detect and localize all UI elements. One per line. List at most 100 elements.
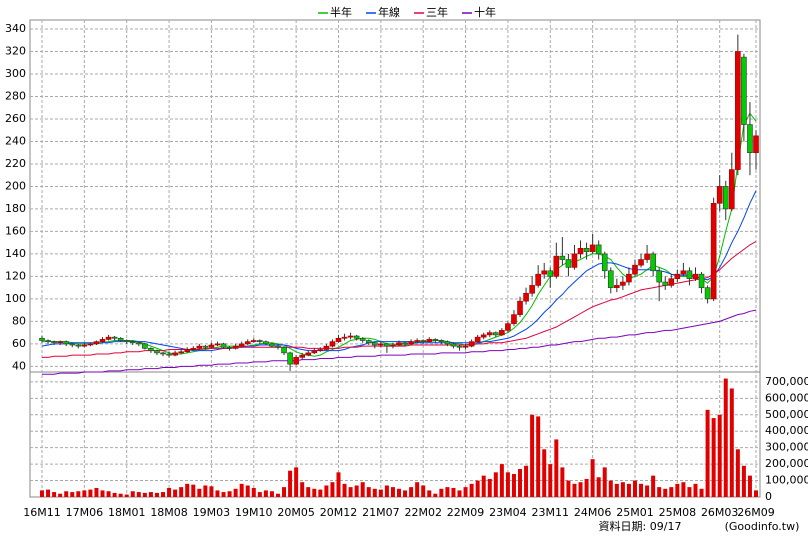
candle-body xyxy=(620,281,626,286)
volume-bar xyxy=(173,489,178,497)
volume-bar xyxy=(439,488,444,497)
y2-tick-label: 100,000 xyxy=(765,474,808,487)
x-tick-label: 20M05 xyxy=(277,506,315,519)
volume-bar xyxy=(626,483,631,497)
volume-bar xyxy=(209,486,214,497)
volume-bar xyxy=(348,487,353,497)
volume-bar xyxy=(729,388,734,497)
candle-body xyxy=(287,352,293,365)
candle-body xyxy=(753,135,759,154)
y-tick-label: 200 xyxy=(5,179,26,192)
candle-body xyxy=(263,341,269,345)
volume-bar xyxy=(52,492,57,497)
candle-body xyxy=(353,335,360,339)
volume-bar xyxy=(669,487,674,497)
volume-bar xyxy=(445,487,450,497)
volume-bar xyxy=(58,493,63,497)
candle-body xyxy=(595,244,602,255)
candle-body xyxy=(51,341,57,344)
volume-bar xyxy=(693,483,698,497)
candle-body xyxy=(680,270,687,275)
candle-body xyxy=(420,340,427,342)
candle-body xyxy=(589,244,596,252)
candle-body xyxy=(662,281,669,286)
volume-bar xyxy=(415,482,420,497)
volume-bar xyxy=(711,418,716,497)
legend-label: 年線 xyxy=(378,5,400,19)
y2-tick-label: 600,000 xyxy=(765,391,808,404)
candle-body xyxy=(81,344,88,347)
candle-body xyxy=(359,337,366,341)
volume-bar xyxy=(76,491,81,497)
y-tick-label: 180 xyxy=(5,202,26,215)
candle-body xyxy=(541,270,548,275)
candle-body xyxy=(432,339,439,341)
volume-bar xyxy=(233,488,238,497)
candle-body xyxy=(692,273,699,279)
volume-bar xyxy=(100,490,105,497)
volume-bar xyxy=(336,472,341,497)
candle-body xyxy=(741,56,747,125)
candle-body xyxy=(142,343,148,349)
volume-bar xyxy=(590,459,595,497)
x-tick-label: 19M10 xyxy=(235,506,273,519)
candle-body xyxy=(396,342,402,346)
candle-body xyxy=(202,345,209,348)
candle-body xyxy=(644,253,650,260)
x-tick-label: 26M09 xyxy=(737,506,775,519)
candle-body xyxy=(305,352,312,356)
y-tick-label: 220 xyxy=(5,157,26,170)
candle-body xyxy=(710,203,717,300)
volume-bar xyxy=(251,487,256,497)
volume-bar xyxy=(324,485,329,497)
volume-bar xyxy=(469,483,474,497)
candle-body xyxy=(93,341,100,345)
candle-body xyxy=(208,344,215,348)
candle-body xyxy=(269,343,275,347)
candle-body xyxy=(172,352,178,356)
y-tick-label: 40 xyxy=(12,359,26,372)
candle-body xyxy=(698,273,705,288)
volume-bar xyxy=(124,494,129,497)
candle-body xyxy=(505,323,511,331)
x-tick-label: 18M08 xyxy=(150,506,188,519)
candle-body xyxy=(450,343,457,347)
candle-body xyxy=(123,340,130,342)
volume-bar xyxy=(148,492,153,497)
volume-bar xyxy=(663,488,668,497)
candle-body xyxy=(493,332,499,336)
volume-bar xyxy=(699,488,704,497)
candle-body xyxy=(577,247,584,255)
volume-bar xyxy=(318,489,323,497)
volume-bar xyxy=(372,488,377,497)
volume-bar xyxy=(203,485,208,497)
candle-body xyxy=(311,350,318,354)
x-tick-label: 25M01 xyxy=(616,506,654,519)
volume-bar xyxy=(130,491,135,497)
candle-body xyxy=(722,186,729,210)
volume-bar xyxy=(560,467,565,497)
candle-body xyxy=(378,343,384,346)
volume-bar xyxy=(294,467,299,497)
volume-bar xyxy=(94,487,99,497)
candle-body xyxy=(323,345,330,350)
volume-bar xyxy=(518,469,523,497)
candle-body xyxy=(178,351,184,354)
candle-body xyxy=(57,341,63,344)
volume-bar xyxy=(409,487,414,497)
candle-body xyxy=(329,341,336,347)
volume-bar xyxy=(463,487,468,497)
volume-bar xyxy=(64,491,69,497)
volume-bar xyxy=(548,464,553,497)
volume-bar xyxy=(596,477,601,497)
volume-bar xyxy=(566,480,571,497)
x-tick-label: 26M03 xyxy=(701,506,739,519)
volume-bar xyxy=(723,378,728,497)
volume-bar xyxy=(245,485,250,497)
volume-bar xyxy=(282,487,287,497)
volume-bar xyxy=(136,492,141,497)
candle-body xyxy=(136,342,142,345)
volume-bar xyxy=(288,470,293,497)
x-tick-label: 19M03 xyxy=(193,506,231,519)
volume-bar xyxy=(433,493,438,497)
